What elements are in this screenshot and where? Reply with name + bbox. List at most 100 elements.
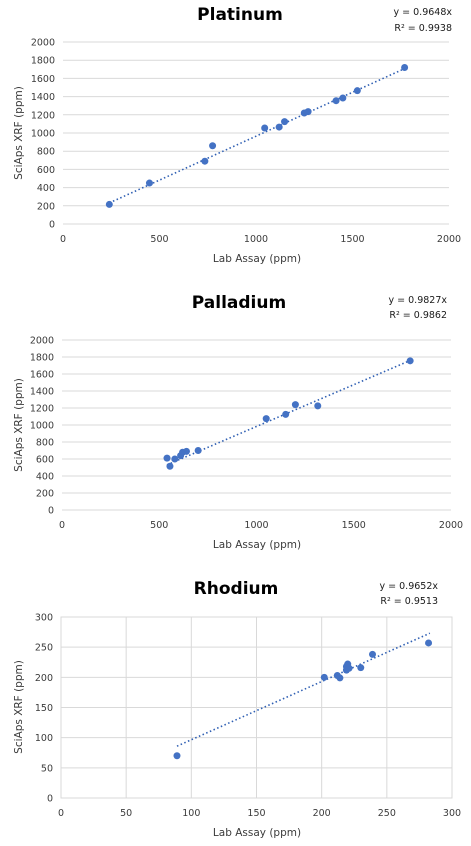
rhodium-trendline xyxy=(176,632,431,747)
platinum-y-tick-label: 200 xyxy=(37,201,55,212)
rhodium-x-axis-label: Lab Assay (ppm) xyxy=(213,827,301,839)
palladium-y-tick-label: 1600 xyxy=(30,370,54,381)
rhodium-y-tick-label: 300 xyxy=(35,613,53,624)
rhodium-data-point xyxy=(345,664,353,672)
palladium-r-squared: R² = 0.9862 xyxy=(389,310,447,321)
platinum-chart: Platinum y = 0.9648x R² = 0.9938 0 500 100… xyxy=(13,5,461,265)
rhodium-y-tick-label: 150 xyxy=(35,703,53,714)
palladium-points xyxy=(163,357,414,470)
palladium-data-point xyxy=(291,401,299,409)
rhodium-y-tick-label: 50 xyxy=(41,763,53,774)
platinum-y-tick-label: 400 xyxy=(37,183,55,194)
rhodium-y-tick-label: 100 xyxy=(35,733,53,744)
palladium-y-tick-label: 600 xyxy=(36,455,54,466)
platinum-gridlines xyxy=(63,41,449,225)
palladium-x-ticks: 0 500 1000 1500 2000 xyxy=(59,520,463,531)
rhodium-x-tick-label: 300 xyxy=(443,808,461,819)
rhodium-y-tick-label: 0 xyxy=(47,794,53,805)
palladium-y-tick-label: 200 xyxy=(36,489,54,500)
palladium-chart-title: Palladium xyxy=(192,293,286,313)
rhodium-x-ticks: 0 50 100 150 200 250 300 xyxy=(58,808,461,819)
platinum-y-tick-label: 2000 xyxy=(31,38,55,49)
palladium-y-tick-label: 1800 xyxy=(30,353,54,364)
palladium-data-point xyxy=(166,462,174,470)
platinum-y-tick-label: 600 xyxy=(37,165,55,176)
platinum-data-point xyxy=(145,179,153,187)
rhodium-y-tick-label: 250 xyxy=(35,643,53,654)
platinum-points xyxy=(105,63,409,208)
platinum-data-point xyxy=(401,63,409,71)
platinum-x-tick-label: 500 xyxy=(150,234,168,245)
palladium-y-tick-label: 1400 xyxy=(30,387,54,398)
palladium-x-tick-label: 2000 xyxy=(439,520,463,531)
platinum-y-tick-label: 1200 xyxy=(31,110,55,121)
rhodium-data-point xyxy=(336,674,344,682)
palladium-data-point xyxy=(282,410,290,418)
palladium-y-tick-label: 2000 xyxy=(30,336,54,347)
palladium-chart: Palladium y = 0.9827x R² = 0.9862 0 500 10… xyxy=(13,293,463,551)
rhodium-x-tick-label: 150 xyxy=(247,808,265,819)
palladium-x-tick-label: 1000 xyxy=(244,520,268,531)
palladium-data-point xyxy=(163,454,171,462)
palladium-data-point xyxy=(406,357,414,365)
platinum-data-point xyxy=(281,118,289,126)
rhodium-y-ticks: 0 50 100 150 200 250 300 xyxy=(35,613,53,805)
platinum-x-tick-label: 0 xyxy=(60,234,66,245)
rhodium-trend-equation: y = 0.9652x xyxy=(380,581,439,592)
palladium-data-point xyxy=(262,415,270,423)
palladium-y-axis-label: SciAps XRF (ppm) xyxy=(13,378,25,472)
platinum-trend-equation: y = 0.9648x xyxy=(394,7,453,18)
platinum-y-tick-label: 800 xyxy=(37,147,55,158)
platinum-x-tick-label: 2000 xyxy=(437,234,461,245)
platinum-trendline xyxy=(108,67,406,204)
rhodium-x-tick-label: 100 xyxy=(182,808,200,819)
palladium-gridlines xyxy=(62,339,451,511)
rhodium-y-tick-label: 200 xyxy=(35,673,53,684)
rhodium-chart-title: Rhodium xyxy=(194,579,279,599)
rhodium-x-tick-label: 250 xyxy=(378,808,396,819)
platinum-x-ticks: 0 500 1000 1500 2000 xyxy=(60,234,461,245)
platinum-data-point xyxy=(209,142,217,150)
platinum-r-squared: R² = 0.9938 xyxy=(394,23,452,34)
palladium-y-ticks: 0 200 400 600 800 1000 1200 1400 1600 1800 2000 xyxy=(30,336,54,517)
palladium-y-tick-label: 1200 xyxy=(30,404,54,415)
platinum-y-axis-label: SciAps XRF (ppm) xyxy=(13,86,25,180)
platinum-x-axis-label: Lab Assay (ppm) xyxy=(213,253,301,265)
rhodium-data-point xyxy=(173,752,181,760)
palladium-y-tick-label: 800 xyxy=(36,438,54,449)
rhodium-chart: Rhodium y = 0.9652x R² = 0.9513 0 50 100 15… xyxy=(13,579,461,839)
platinum-data-point xyxy=(201,157,209,165)
platinum-data-point xyxy=(304,108,312,116)
rhodium-gridlines xyxy=(60,616,453,799)
palladium-y-tick-label: 400 xyxy=(36,472,54,483)
platinum-data-point xyxy=(105,200,113,208)
palladium-data-point xyxy=(194,447,202,454)
platinum-chart-title: Platinum xyxy=(197,5,283,25)
palladium-x-axis-label: Lab Assay (ppm) xyxy=(213,539,301,551)
rhodium-data-point xyxy=(425,639,433,647)
rhodium-points xyxy=(173,639,433,760)
palladium-data-point xyxy=(171,455,179,463)
platinum-y-tick-label: 1800 xyxy=(31,56,55,67)
rhodium-x-tick-label: 50 xyxy=(120,808,132,819)
platinum-data-point xyxy=(332,97,340,105)
rhodium-x-tick-label: 200 xyxy=(313,808,331,819)
palladium-x-tick-label: 1500 xyxy=(342,520,366,531)
rhodium-y-axis-label: SciAps XRF (ppm) xyxy=(13,660,25,754)
rhodium-plot-border xyxy=(60,616,453,799)
rhodium-data-point xyxy=(368,650,376,658)
palladium-y-tick-label: 1000 xyxy=(30,421,54,432)
rhodium-data-point xyxy=(320,673,328,681)
palladium-y-tick-label: 0 xyxy=(48,506,54,517)
palladium-data-point xyxy=(314,402,322,410)
palladium-x-tick-label: 500 xyxy=(150,520,168,531)
rhodium-x-tick-label: 0 xyxy=(58,808,64,819)
palladium-x-tick-label: 0 xyxy=(59,520,65,531)
rhodium-data-point xyxy=(357,664,365,672)
platinum-data-point xyxy=(261,124,269,132)
platinum-data-point xyxy=(339,94,347,102)
platinum-y-tick-label: 1600 xyxy=(31,74,55,85)
platinum-x-tick-label: 1000 xyxy=(244,234,268,245)
platinum-y-ticks: 0 200 400 600 800 1000 1200 1400 1600 1800 2000 xyxy=(31,38,55,231)
platinum-data-point xyxy=(353,87,361,95)
